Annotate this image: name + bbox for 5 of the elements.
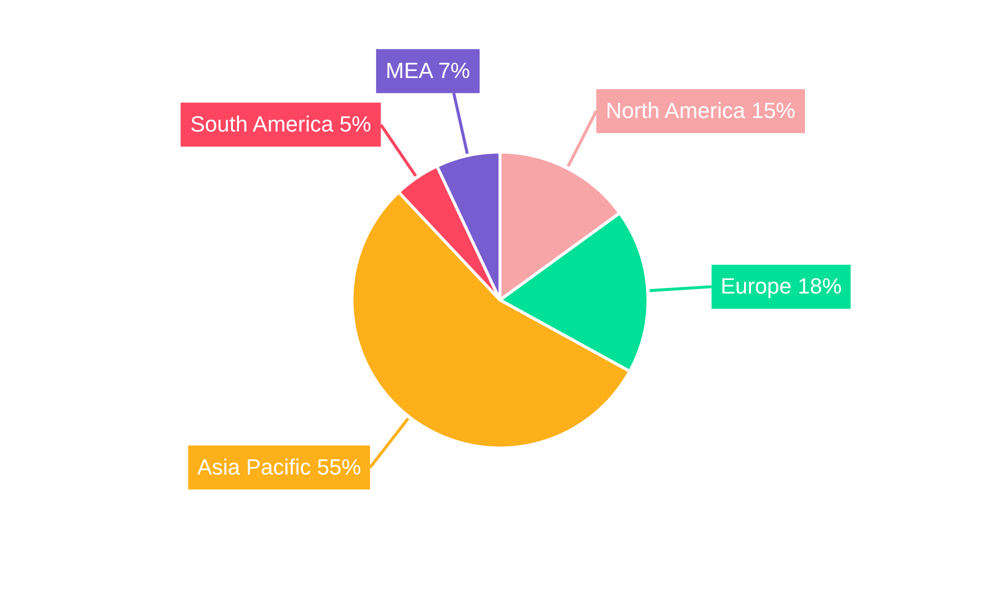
slice-label: North America 15% bbox=[606, 98, 796, 124]
slice-label: Asia Pacific 55% bbox=[197, 454, 362, 480]
slice-label: MEA 7% bbox=[386, 58, 470, 84]
slice-label: Europe 18% bbox=[720, 274, 842, 299]
slice-label: South America 5% bbox=[190, 112, 372, 137]
